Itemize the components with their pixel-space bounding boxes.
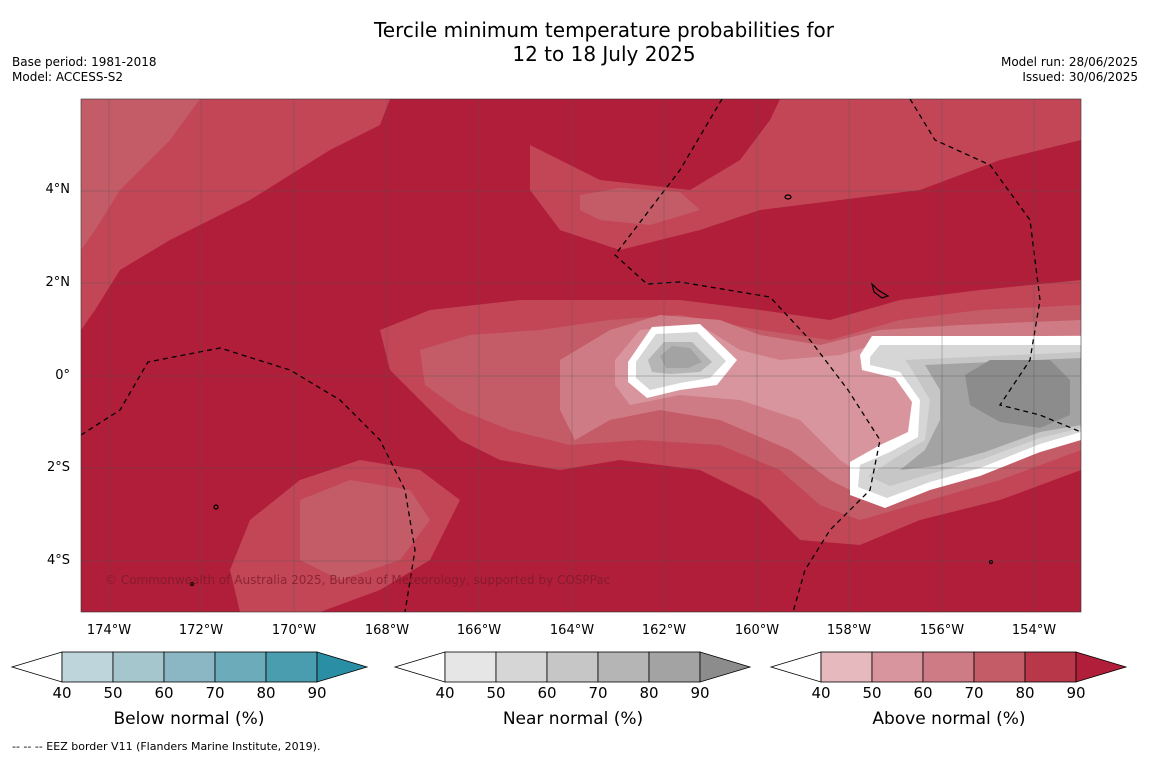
- legend-swatch: [597, 651, 650, 683]
- legend-tick-label: 80: [256, 684, 276, 702]
- legend-swatch: [820, 651, 873, 683]
- eez-border-east: [909, 99, 1081, 433]
- legend-extend-low: [10, 651, 63, 683]
- region-above-60-north: [580, 188, 700, 225]
- lon-label-172w: 172°W: [178, 623, 224, 638]
- eez-border-west: [81, 347, 416, 612]
- lat-label-4s: 4°S: [46, 553, 70, 568]
- legend-tick-label: 50: [862, 684, 882, 702]
- lon-label-174w: 174°W: [86, 623, 132, 638]
- legend-tick-label: 40: [52, 684, 72, 702]
- legend-tick-label: 90: [690, 684, 710, 702]
- island-5: [189, 581, 195, 587]
- eez-border-central: [614, 99, 881, 612]
- meta-left: Base period: 1981-2018 Model: ACCESS-S2: [12, 55, 157, 85]
- model-name: Model: ACCESS-S2: [12, 70, 124, 84]
- legend-tick-label: 80: [639, 684, 659, 702]
- legend-tick-label: 70: [964, 684, 984, 702]
- region-above-60-west: [81, 99, 200, 250]
- legend-swatch: [922, 651, 975, 683]
- legend-tick-label: 80: [1015, 684, 1035, 702]
- legend-colorbars: [10, 651, 1128, 683]
- legend-tick-label: 40: [435, 684, 455, 702]
- legend-extend-low: [769, 651, 822, 683]
- lat-label-2n: 2°N: [45, 275, 71, 290]
- meta-right: Model run: 28/06/2025 Issued: 30/06/2025: [1001, 55, 1138, 85]
- legend-below-normal-bar: [10, 651, 369, 683]
- legend-swatch: [214, 651, 267, 683]
- lat-label-4n: 4°N: [45, 182, 71, 197]
- legend-tick-label: 90: [1066, 684, 1086, 702]
- lon-label-162w: 162°W: [641, 623, 687, 638]
- eez-footer-note: -- -- -- EEZ border V11 (Flanders Marine…: [12, 740, 321, 753]
- legend-title-below: Below normal (%): [113, 709, 265, 729]
- legend-swatch: [871, 651, 924, 683]
- lon-label-158w: 158°W: [826, 623, 872, 638]
- region-near-90-east: [965, 360, 1070, 428]
- island-3: [213, 504, 219, 510]
- title-line-1: Tercile minimum temperature probabilitie…: [373, 18, 835, 42]
- legend-swatch: [265, 651, 318, 683]
- legend-tick-label: 70: [588, 684, 608, 702]
- island-1: [784, 194, 792, 200]
- lon-label-160w: 160°W: [734, 623, 780, 638]
- legend-tick-label: 40: [811, 684, 831, 702]
- legend-tick-label: 50: [486, 684, 506, 702]
- legend-swatch: [495, 651, 548, 683]
- legend-title-above: Above normal (%): [872, 709, 1026, 729]
- copyright-credit: © Commonwealth of Australia 2025, Bureau…: [105, 573, 611, 587]
- lon-label-168w: 168°W: [364, 623, 410, 638]
- lon-label-170w: 170°W: [271, 623, 317, 638]
- legend-tick-label: 50: [103, 684, 123, 702]
- legend-extend-high: [316, 651, 369, 683]
- legend-swatch: [1024, 651, 1077, 683]
- legend-extend-high: [1075, 651, 1128, 683]
- legend-title-near: Near normal (%): [502, 709, 644, 729]
- island-4: [988, 559, 994, 565]
- legend-above-normal-bar: [769, 651, 1128, 683]
- legend-swatch: [163, 651, 216, 683]
- model-run: Model run: 28/06/2025: [1000, 55, 1138, 69]
- legend-swatch: [973, 651, 1026, 683]
- lat-label-2s: 2°S: [46, 460, 70, 475]
- lon-label-156w: 156°W: [919, 623, 965, 638]
- legend-swatch: [61, 651, 114, 683]
- gridlines: [81, 99, 1081, 612]
- map-title: Tercile minimum temperature probabilitie…: [0, 18, 1150, 66]
- legend-extend-low: [393, 651, 446, 683]
- lon-label-166w: 166°W: [456, 623, 502, 638]
- legend-swatch: [444, 651, 497, 683]
- issued-date: Issued: 30/06/2025: [1022, 70, 1138, 84]
- island-2: [870, 282, 890, 299]
- legend-swatch: [546, 651, 599, 683]
- legend-tick-label: 60: [537, 684, 557, 702]
- legend-swatch: [112, 651, 165, 683]
- region-above-70-west: [81, 99, 390, 330]
- legend-extend-high: [699, 651, 752, 683]
- region-above-60-southwest: [300, 480, 430, 580]
- legend-swatch: [648, 651, 701, 683]
- legend-tick-label: 60: [154, 684, 174, 702]
- lon-label-154w: 154°W: [1011, 623, 1057, 638]
- legend-tick-label: 90: [307, 684, 327, 702]
- island-markers: [189, 194, 994, 587]
- region-near-80-west: [660, 346, 702, 368]
- lat-label-0: 0°: [55, 368, 70, 383]
- legend-tick-label: 60: [913, 684, 933, 702]
- map-frame: [80, 98, 1082, 613]
- title-line-2: 12 to 18 July 2025: [512, 42, 696, 66]
- legend-tick-label: 70: [205, 684, 225, 702]
- lon-label-164w: 164°W: [549, 623, 595, 638]
- legend-near-normal-bar: [393, 651, 752, 683]
- base-period: Base period: 1981-2018: [12, 55, 157, 69]
